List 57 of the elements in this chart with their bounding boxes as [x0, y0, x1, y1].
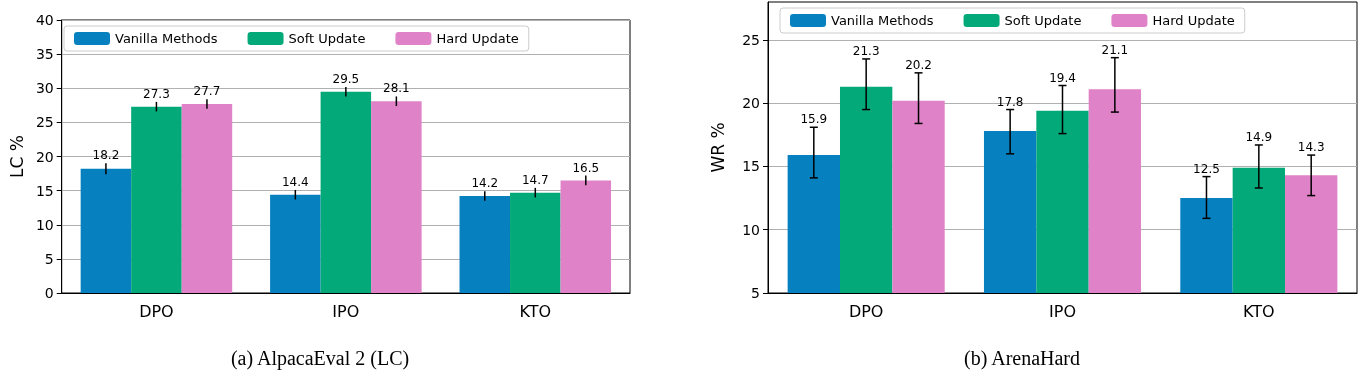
y-tick-label: 20	[742, 95, 760, 112]
data-label: 14.4	[281, 174, 309, 189]
data-label: 19.4	[1049, 70, 1076, 85]
bar	[560, 180, 612, 293]
data-label: 18.2	[92, 148, 120, 163]
y-tick-label: 10	[742, 221, 760, 238]
text: (a) AlpacaEval 2 (LC)	[230, 347, 410, 370]
y-axis-title: LC %	[6, 135, 27, 178]
text: (b) ArenaHard	[963, 347, 1081, 370]
legend-label: Soft Update	[1004, 13, 1082, 28]
y-tick-label: 30	[35, 80, 54, 97]
data-label: 14.7	[521, 172, 549, 187]
legend-label: Hard Update	[436, 31, 519, 46]
data-label: 14.3	[1297, 140, 1325, 155]
x-tick-label: IPO	[332, 301, 360, 321]
bar	[371, 101, 422, 293]
y-tick-label: 5	[44, 250, 54, 267]
legend-label: Hard Update	[1152, 13, 1235, 28]
y-tick-label: 25	[35, 114, 54, 131]
y-tick-label: 15	[742, 158, 760, 175]
data-label: 27.3	[143, 86, 170, 101]
data-label: 28.1	[383, 81, 410, 96]
y-tick-label: 5	[751, 285, 760, 301]
legend-label: Vanilla Methods	[115, 31, 218, 46]
data-label: 14.2	[471, 176, 499, 191]
data-label: 17.8	[996, 94, 1024, 109]
bar	[459, 196, 511, 293]
legend-label: Soft Update	[288, 31, 366, 46]
bar	[181, 103, 233, 293]
y-axis-title: WR %	[707, 122, 728, 173]
data-label: 21.1	[1101, 42, 1129, 57]
data-label: 21.3	[852, 43, 880, 58]
data-label: 14.9	[1245, 129, 1273, 144]
y-tick-label: 0	[44, 285, 54, 301]
data-label: 16.5	[572, 160, 600, 175]
bar	[320, 91, 372, 293]
y-tick-label: 35	[35, 46, 54, 63]
y-tick-label: 25	[742, 31, 760, 48]
x-tick-label: DPO	[848, 301, 884, 321]
x-tick-label: DPO	[139, 301, 174, 321]
data-label: 12.5	[1193, 161, 1220, 176]
x-tick-label: KTO	[519, 301, 552, 321]
bar	[510, 192, 561, 293]
x-tick-label: IPO	[1049, 301, 1076, 321]
data-label: 15.9	[800, 112, 828, 127]
legend-label: Vanilla Methods	[831, 13, 934, 28]
y-tick-label: 20	[35, 148, 54, 165]
bar	[270, 194, 321, 293]
y-tick-label: 15	[35, 182, 54, 199]
x-tick-label: KTO	[1243, 301, 1275, 321]
bar	[80, 168, 132, 293]
bar	[131, 106, 182, 293]
data-label: 27.7	[193, 84, 221, 99]
y-tick-label: 10	[35, 216, 54, 233]
data-label: 20.2	[905, 57, 932, 72]
data-label: 29.5	[332, 71, 360, 86]
y-tick-label: 40	[35, 12, 54, 28]
